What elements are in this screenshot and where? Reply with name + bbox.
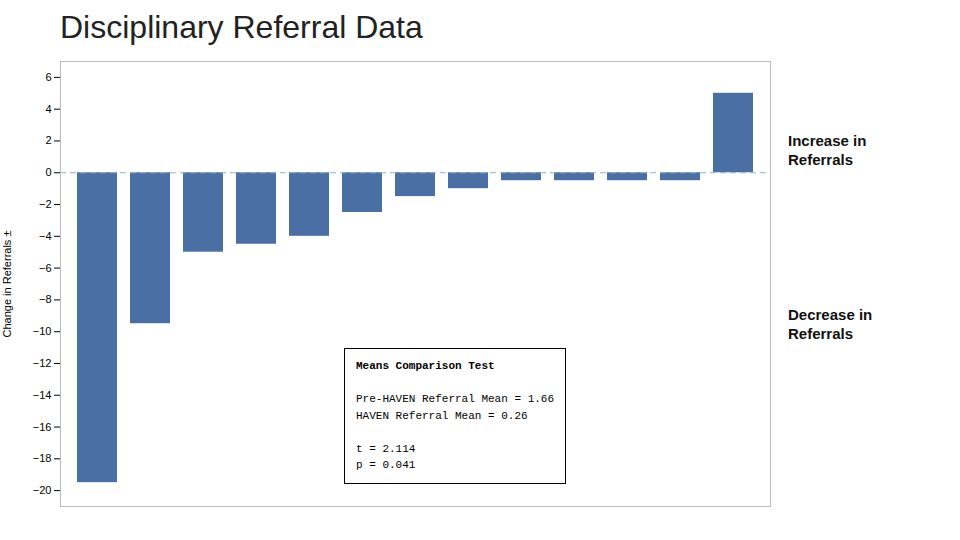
svg-text:−18: −18 xyxy=(33,452,52,464)
html-text:Disciplinary Referral Data: Disciplinary Referral Data xyxy=(60,9,423,45)
svg-text:−16: −16 xyxy=(33,421,52,433)
html-text:HAVEN Referral Mean = 0.26: HAVEN Referral Mean = 0.26 xyxy=(356,409,528,422)
svg-text:Change in Referrals ±: Change in Referrals ± xyxy=(1,231,13,338)
svg-text:−10: −10 xyxy=(33,325,52,337)
svg-text:−6: −6 xyxy=(39,262,52,274)
svg-text:−8: −8 xyxy=(39,293,52,305)
html-text:p = 0.041: p = 0.041 xyxy=(356,459,416,472)
html-text:t = 2.114: t = 2.114 xyxy=(356,442,416,455)
svg-text:−14: −14 xyxy=(33,389,52,401)
svg-text:−4: −4 xyxy=(39,230,52,242)
svg-text:−12: −12 xyxy=(33,357,52,369)
html-text:Pre-HAVEN Referral Mean = 1.66: Pre-HAVEN Referral Mean = 1.66 xyxy=(356,393,554,406)
svg-text:6: 6 xyxy=(45,71,51,83)
html-text:Increase in Referrals: Increase in Referrals xyxy=(788,132,867,168)
svg-text:0: 0 xyxy=(45,166,51,178)
svg-text:−20: −20 xyxy=(33,484,52,496)
svg-text:−2: −2 xyxy=(39,198,52,210)
svg-text:4: 4 xyxy=(45,103,51,115)
svg-text:2: 2 xyxy=(45,134,51,146)
html-text:Decrease in Referrals: Decrease in Referrals xyxy=(788,305,873,342)
html-text:Means Comparison Test: Means Comparison Test xyxy=(356,360,495,373)
